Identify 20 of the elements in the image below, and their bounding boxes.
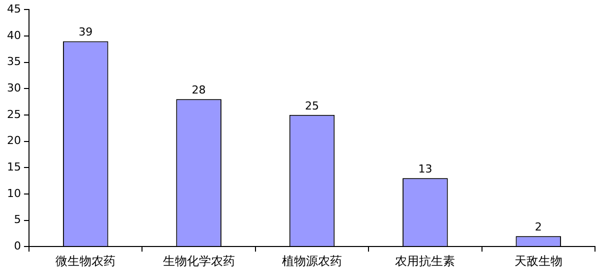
x-tick-label: 农用抗生素	[395, 254, 456, 268]
y-tick-label: 45	[6, 2, 21, 16]
data-label: 28	[192, 83, 206, 96]
y-tick-label: 15	[6, 160, 21, 174]
y-tick-label: 35	[6, 55, 21, 68]
y-tick-label: 25	[6, 108, 21, 121]
data-label: 2	[534, 220, 542, 234]
x-tick-label: 天敌生物	[514, 254, 562, 268]
x-tick-label: 微生物农药	[56, 254, 116, 268]
y-tick-label: 10	[6, 186, 21, 200]
y-tick-label: 0	[14, 239, 21, 252]
y-tick-label: 40	[6, 28, 21, 42]
x-tick-label: 植物源农药	[282, 254, 342, 268]
data-label: 13	[418, 162, 432, 176]
x-tick-label: 生物化学农药	[162, 254, 235, 268]
y-tick-label: 20	[6, 134, 21, 148]
y-tick-label: 5	[14, 213, 21, 226]
data-label: 39	[78, 26, 93, 39]
data-label: 25	[305, 99, 319, 112]
y-tick-label: 30	[6, 81, 21, 94]
